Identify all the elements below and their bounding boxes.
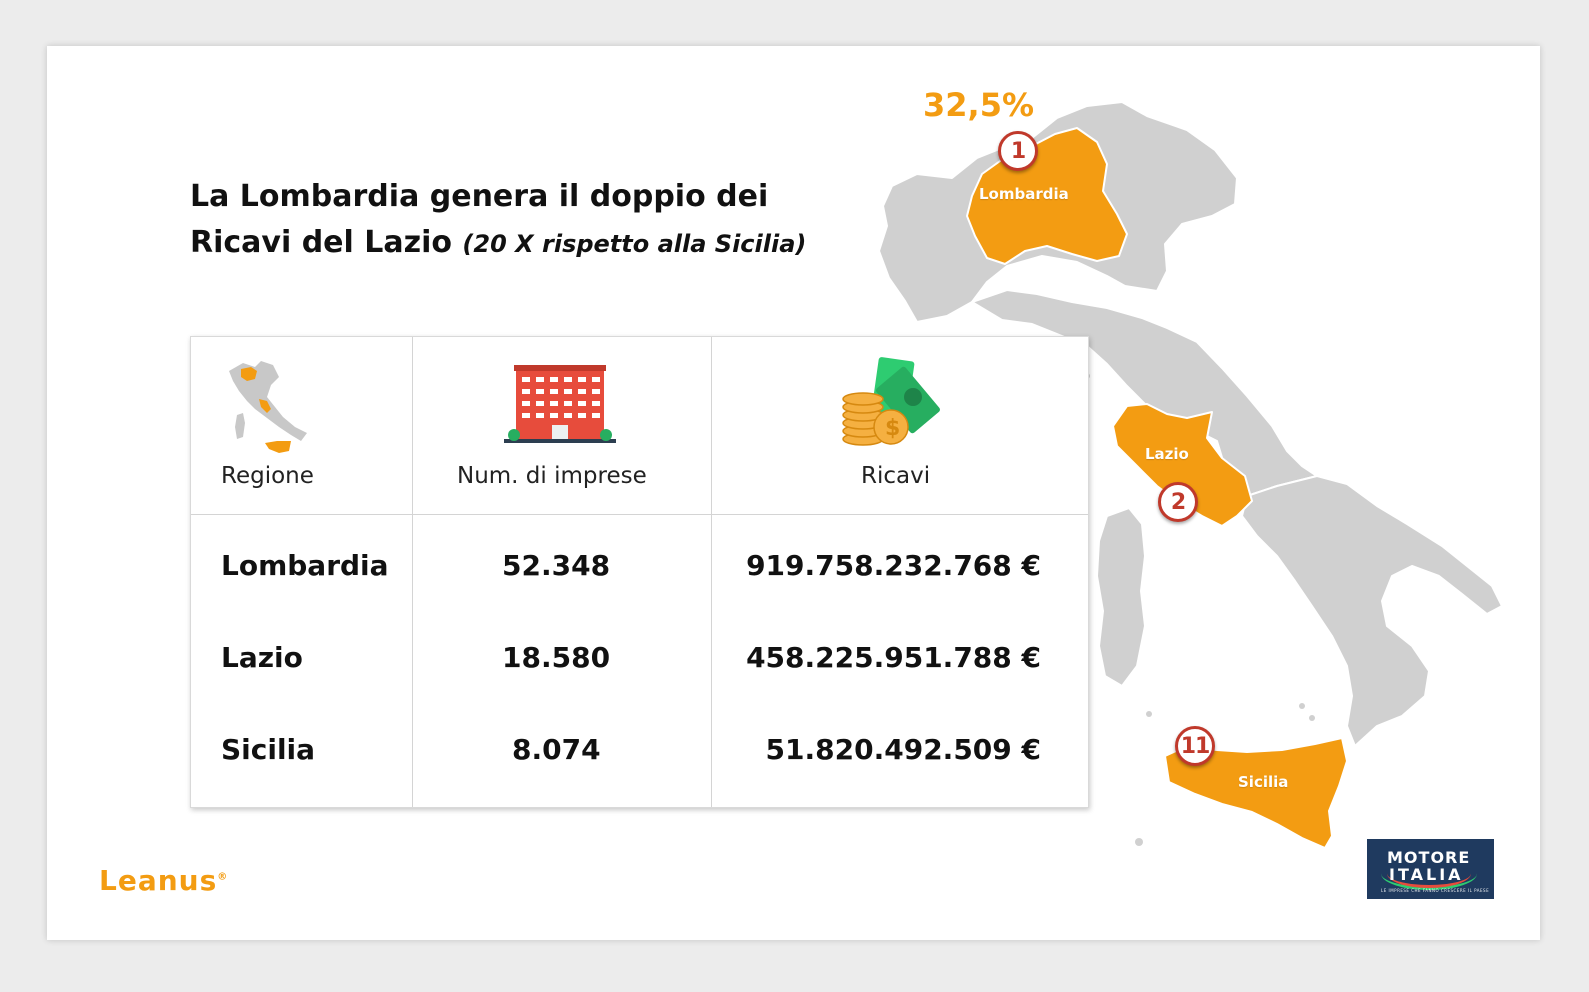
data-table: $ Regione Num. di imprese Ricavi Lombard…: [190, 336, 1089, 808]
header-ricavi: Ricavi: [861, 463, 931, 489]
logo-tagline: LE IMPRESE CHE FANNO CRESCERE IL PAESE: [1381, 888, 1490, 893]
column-divider: [412, 337, 413, 807]
rank-badge-sicilia: 11: [1175, 726, 1215, 766]
slide: 32,5% 1 Lombardia Lazio 2 11 Sicilia La …: [47, 46, 1540, 940]
map-sardinia: [1096, 507, 1146, 687]
leanus-logo-text: Leanus: [99, 864, 218, 897]
title-subtitle: (20 X rispetto alla Sicilia): [462, 230, 807, 258]
cell-regione: Lazio: [221, 641, 303, 674]
page-title: La Lombardia genera il doppio dei Ricavi…: [190, 174, 806, 267]
leanus-logo: Leanus®: [99, 864, 228, 897]
header-num-imprese: Num. di imprese: [457, 463, 647, 489]
cell-regione: Lombardia: [221, 549, 389, 582]
rank-badge-lazio: 2: [1158, 482, 1198, 522]
logo-line-2: ITALIA: [1389, 865, 1464, 884]
logo-line-1: MOTORE: [1387, 848, 1471, 867]
cell-imprese: 52.348: [502, 549, 611, 582]
logo-arc-green: [1381, 857, 1477, 890]
svg-text:$: $: [885, 416, 900, 441]
cell-ricavi: 919.758.232.768 €: [746, 549, 1041, 582]
rank-badge-lombardia: 1: [998, 131, 1038, 171]
registered-mark: ®: [217, 871, 229, 883]
italy-map-icon: [229, 361, 307, 453]
motore-italia-logo: MOTORE ITALIA LE IMPRESE CHE FANNO CRESC…: [1367, 839, 1494, 899]
region-label-lazio: Lazio: [1145, 445, 1189, 463]
lombardia-share-value: 32,5%: [923, 86, 1035, 124]
cell-ricavi: 458.225.951.788 €: [746, 641, 1041, 674]
logo-arc-red: [1387, 859, 1471, 888]
cell-imprese: 8.074: [512, 733, 601, 766]
money-coins-icon: $: [842, 357, 940, 446]
header-regione: Regione: [221, 463, 314, 489]
cell-ricavi: 51.820.492.509 €: [765, 733, 1041, 766]
header-divider: [191, 514, 1088, 515]
office-building-icon: [504, 365, 616, 443]
italy-map: [878, 101, 1503, 849]
region-label-lombardia: Lombardia: [979, 185, 1069, 203]
map-sicilia: [1164, 737, 1348, 849]
cell-regione: Sicilia: [221, 733, 316, 766]
title-line-1: La Lombardia genera il doppio dei: [190, 179, 769, 214]
region-label-sicilia: Sicilia: [1238, 773, 1289, 791]
cell-imprese: 18.580: [502, 641, 611, 674]
column-divider: [711, 337, 712, 807]
map-lazio: [1112, 403, 1253, 527]
map-south-regions: [1241, 475, 1503, 747]
title-line-2: Ricavi del Lazio: [190, 225, 452, 260]
